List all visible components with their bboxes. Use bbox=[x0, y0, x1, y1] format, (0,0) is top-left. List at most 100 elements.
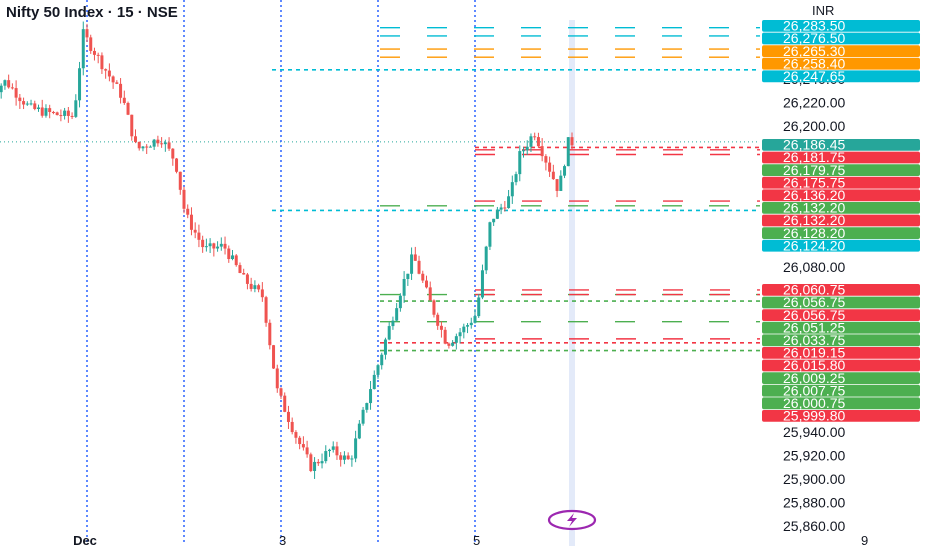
price-tag-label: 26,258.40 bbox=[783, 55, 845, 71]
candle-body bbox=[417, 260, 421, 274]
event-markers bbox=[547, 509, 597, 531]
candle bbox=[249, 277, 253, 292]
price-tag: 26,124.20 bbox=[762, 237, 920, 253]
candle-body bbox=[63, 110, 67, 116]
price-tag-label: 26,132.20 bbox=[783, 200, 845, 216]
price-tag-bg bbox=[762, 202, 920, 214]
candle bbox=[286, 405, 290, 429]
candle bbox=[238, 262, 242, 274]
candle-body bbox=[480, 270, 484, 298]
candle-body bbox=[160, 143, 164, 145]
candle bbox=[316, 459, 320, 466]
candle-body bbox=[361, 409, 365, 424]
candle bbox=[40, 99, 44, 118]
candle bbox=[227, 245, 231, 263]
candle-body bbox=[219, 243, 223, 247]
lightning-icon[interactable] bbox=[547, 509, 597, 531]
price-tag-bg bbox=[762, 214, 920, 227]
candle-body bbox=[518, 151, 522, 175]
candle-body bbox=[555, 179, 559, 191]
price-tag: 26,132.20 bbox=[762, 212, 920, 228]
candle-body bbox=[477, 297, 481, 317]
candle-body bbox=[294, 432, 298, 438]
candle-body bbox=[137, 141, 141, 149]
price-tag-bg bbox=[762, 45, 920, 57]
candle bbox=[257, 283, 261, 293]
candle-body bbox=[178, 171, 182, 190]
candle bbox=[372, 370, 376, 390]
candle-body bbox=[3, 80, 7, 86]
candle bbox=[197, 224, 201, 248]
price-tag: 26,019.15 bbox=[762, 345, 920, 361]
candle bbox=[104, 68, 108, 79]
candle bbox=[175, 157, 179, 174]
candle-body bbox=[152, 139, 156, 147]
candle-body bbox=[145, 146, 149, 148]
candle-body bbox=[74, 100, 78, 117]
candle bbox=[473, 308, 477, 324]
candle-body bbox=[346, 455, 350, 460]
price-tag: 26,056.75 bbox=[762, 307, 920, 323]
candle bbox=[63, 107, 67, 120]
candle-body bbox=[376, 365, 380, 375]
candle bbox=[301, 436, 305, 451]
candle bbox=[193, 222, 197, 239]
level-lines bbox=[272, 26, 760, 352]
candle-body bbox=[223, 243, 227, 249]
candle-body bbox=[335, 446, 339, 456]
candle-body bbox=[439, 325, 443, 330]
price-tag: 26,283.50 bbox=[762, 18, 920, 34]
price-tag-bg bbox=[762, 296, 920, 309]
candle-body bbox=[81, 29, 85, 69]
candle bbox=[186, 204, 190, 219]
candle bbox=[536, 132, 540, 149]
candle bbox=[570, 132, 574, 151]
candle bbox=[134, 129, 137, 144]
candle bbox=[219, 237, 223, 251]
candle-body bbox=[44, 108, 48, 116]
candle-body bbox=[264, 297, 268, 323]
candle bbox=[383, 337, 387, 360]
candle-body bbox=[428, 287, 432, 301]
candle bbox=[163, 139, 167, 152]
price-tag-label: 26,056.75 bbox=[783, 294, 845, 310]
candle-body bbox=[96, 54, 100, 56]
price-tag-label: 26,181.75 bbox=[783, 149, 845, 165]
candle-body bbox=[186, 208, 190, 215]
candle-body bbox=[503, 207, 507, 209]
candle-body bbox=[499, 207, 503, 210]
candle bbox=[417, 255, 421, 275]
price-tag: 26,265.30 bbox=[762, 43, 920, 59]
candle bbox=[29, 99, 33, 106]
candle bbox=[59, 109, 63, 122]
candle bbox=[402, 271, 406, 303]
candle bbox=[126, 101, 130, 116]
candle-body bbox=[134, 136, 137, 142]
candle bbox=[507, 189, 511, 209]
candle bbox=[111, 75, 115, 89]
time-tick-label: 5 bbox=[473, 533, 480, 548]
price-tag-label: 26,000.75 bbox=[783, 395, 845, 411]
candle bbox=[387, 322, 391, 341]
candle bbox=[432, 299, 436, 318]
candle-body bbox=[171, 148, 175, 159]
candle-body bbox=[119, 83, 123, 98]
price-tag-bg bbox=[762, 384, 920, 397]
candle bbox=[130, 114, 134, 141]
candle-body bbox=[70, 115, 74, 117]
price-tag-label: 26,056.75 bbox=[783, 307, 845, 323]
candle-body bbox=[40, 107, 44, 116]
candle bbox=[391, 316, 395, 330]
candle-body bbox=[510, 182, 514, 197]
candle bbox=[275, 364, 279, 393]
candle-body bbox=[107, 70, 111, 77]
price-tag: 26,132.20 bbox=[762, 200, 920, 216]
price-tag-label: 26,136.20 bbox=[783, 187, 845, 203]
candle-body bbox=[283, 395, 287, 412]
candle-body bbox=[309, 454, 313, 471]
candle bbox=[74, 94, 78, 118]
candle bbox=[264, 295, 268, 327]
time-axis: Dec 3 5 9 bbox=[73, 533, 868, 548]
